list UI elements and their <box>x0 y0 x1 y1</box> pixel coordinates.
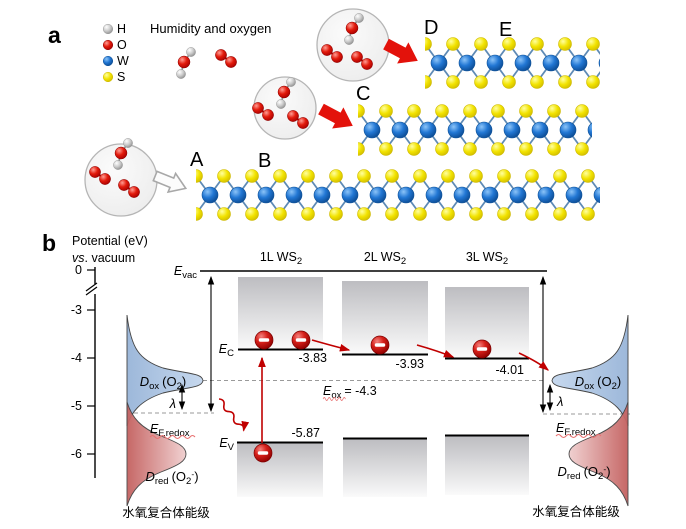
tick-m6: -6 <box>71 447 82 461</box>
caption-right: 水氧复合体能级 <box>532 504 620 519</box>
electron-1l-valence <box>253 443 273 463</box>
electron-transfer-arrow-2l-3l <box>416 344 455 358</box>
site-label-b: B <box>258 150 271 172</box>
red-arrow-to-layer-c <box>318 103 353 129</box>
gray-arrow-to-layer-ab <box>152 170 188 194</box>
molecule-bubble-bottom <box>84 137 158 217</box>
dox-curve-right <box>551 314 629 427</box>
site-label-a: A <box>190 149 204 171</box>
tungsten-legend-icon <box>102 55 114 67</box>
free-o2-molecule <box>214 48 238 69</box>
ev-label: EV <box>219 436 234 453</box>
tick-0: 0 <box>75 263 82 277</box>
electron-1l-b <box>291 330 311 350</box>
ec-value-1l: -3.83 <box>299 351 328 365</box>
panel-b-label: b <box>42 230 56 256</box>
electron-2l <box>370 335 390 355</box>
lambda-label-left: λ <box>169 396 176 411</box>
site-label-c: C <box>356 83 370 105</box>
legend-label-s: S <box>117 70 125 84</box>
tick-m5: -5 <box>71 399 82 413</box>
ws2-chain-top <box>425 37 600 89</box>
red-arrow-to-layer-de <box>383 38 418 64</box>
electron-1l-a <box>254 330 274 350</box>
electron-transfer-arrow-3l-dox <box>518 352 550 371</box>
electron-transfer-arrow-1l-2l <box>311 339 351 352</box>
dred-curve-right <box>568 401 629 507</box>
molecule-bubble-top <box>316 8 390 82</box>
dox-label-right: Dox (O2) <box>575 374 622 392</box>
efredox-label-left: EF,redox <box>150 422 190 439</box>
free-h2o-molecule <box>175 46 197 80</box>
header-1l-ws2: 1L WS2 <box>260 250 302 267</box>
axis-title-line2: vs. vacuum <box>72 251 135 265</box>
dred-label-left: Dred (O2-) <box>145 469 198 487</box>
oxygen-legend-icon <box>102 39 114 51</box>
conduction-band-1l <box>238 277 323 349</box>
molecule-bubble-middle <box>251 76 317 140</box>
legend-label-o: O <box>117 38 127 52</box>
dox-label-left: Dox (O2) <box>140 374 187 392</box>
evac-label: Evac <box>174 264 197 281</box>
ws2-chain-bottom <box>196 169 600 221</box>
ec-value-2l: -3.93 <box>396 357 425 371</box>
valence-band-1l <box>237 443 323 497</box>
electron-3l <box>472 339 492 359</box>
sulfur-legend-icon <box>102 71 114 83</box>
dred-curve-left <box>126 401 187 507</box>
ec-label: EC <box>219 342 234 359</box>
efredox-label-right: EF,redox <box>556 421 596 438</box>
hydrogen-legend-icon <box>102 23 114 35</box>
photon-wavy-arrow <box>218 398 250 432</box>
dred-label-right: Dred (O2-) <box>557 464 610 482</box>
panel-b: b Potential (eV) vs. vacuum 0 -3 -4 -5 -… <box>42 230 630 520</box>
header-3l-ws2: 3L WS2 <box>466 250 508 267</box>
ws2-chain-middle <box>358 104 592 156</box>
dos-curves-right <box>551 314 629 507</box>
legend-label-w: W <box>117 54 129 68</box>
header-2l-ws2: 2L WS2 <box>364 250 406 267</box>
y-axis: 0 -3 -4 -5 -6 <box>71 263 100 478</box>
axis-title-line1: Potential (eV) <box>72 234 148 248</box>
dox-curve-left <box>126 314 204 427</box>
valence-band-2l <box>343 439 427 497</box>
ec-value-3l: -4.01 <box>496 363 525 377</box>
panel-a-label: a <box>48 22 61 48</box>
dos-curves-left <box>126 314 204 507</box>
lambda-label-right: λ <box>556 394 563 409</box>
tick-m4: -4 <box>71 351 82 365</box>
tick-m3: -3 <box>71 303 82 317</box>
caption-left: 水氧复合体能级 <box>122 505 210 520</box>
ev-value-1l: -5.87 <box>292 426 321 440</box>
panel-a: a Humidity and oxygen H O W S <box>48 8 600 221</box>
legend-label-h: H <box>117 22 126 36</box>
panel-a-title: Humidity and oxygen <box>150 21 271 36</box>
eox-label: Eox = -4.3 <box>323 384 377 401</box>
site-label-e: E <box>499 19 512 41</box>
atom-legend: H O W S <box>102 22 129 84</box>
valence-band-3l <box>445 436 529 495</box>
site-label-d: D <box>424 17 438 39</box>
